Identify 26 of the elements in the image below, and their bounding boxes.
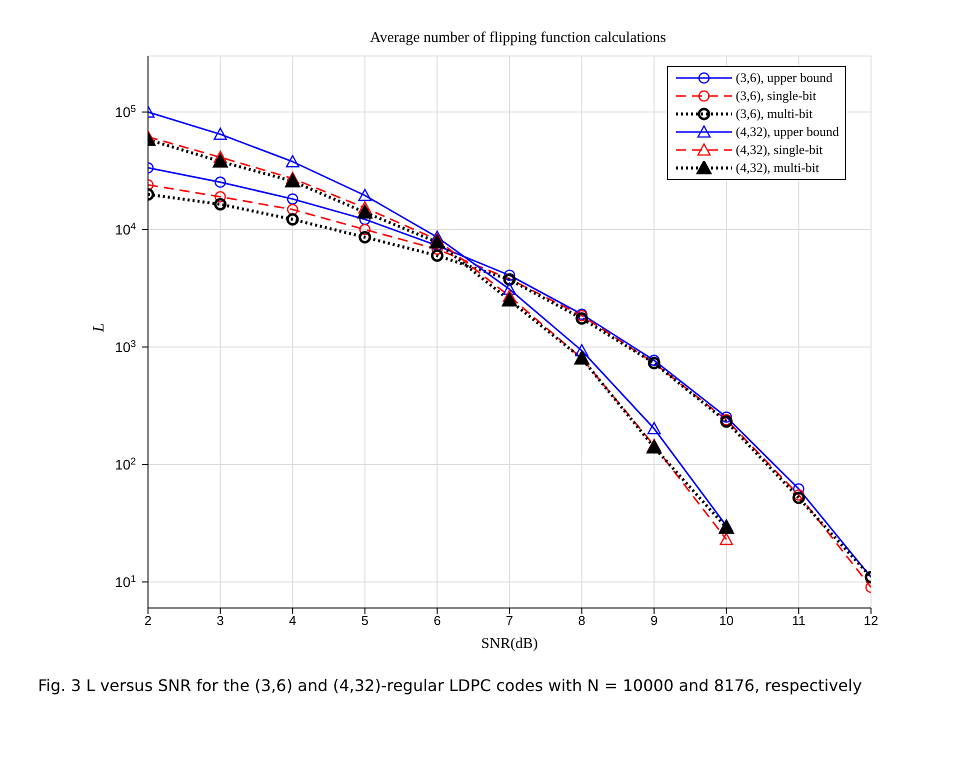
- x-tick-label: 4: [288, 613, 296, 628]
- y-tick-label: 10$^{5}$: [114, 104, 137, 120]
- y-axis-title: L: [90, 323, 108, 333]
- y-tick-label: 10$^{2}$: [114, 456, 136, 472]
- x-tick-label: 8: [578, 613, 586, 628]
- x-tick-label: 2: [144, 613, 152, 628]
- x-tick-label: 10: [719, 613, 734, 628]
- x-axis-title: SNR(dB): [481, 636, 538, 652]
- x-tick-label: 9: [650, 613, 658, 628]
- legend-label: (3,6), multi-bit: [736, 106, 813, 122]
- x-tick-label: 3: [216, 613, 224, 628]
- y-tick-label: 10$^{1}$: [114, 573, 136, 590]
- x-tick-label: 5: [361, 613, 369, 628]
- legend-label: (4,32), upper bound: [736, 124, 839, 140]
- y-tick-label: 10$^{4}$: [114, 221, 137, 238]
- legend-label: (4,32), multi-bit: [736, 160, 820, 176]
- legend-label: (3,6), upper bound: [736, 70, 832, 86]
- x-tick-label: 7: [506, 613, 514, 628]
- x-tick-label: 11: [792, 613, 806, 628]
- caption: Fig. 3 L versus SNR for the (3,6) and (4,32)-regular LDPC codes with N = 10000 and 8176, respectively: [38, 676, 862, 695]
- chart-title: Average number of flipping function calculations: [369, 30, 667, 47]
- legend-label: (4,32), single-bit: [736, 142, 823, 158]
- x-tick-label: 12: [864, 613, 878, 628]
- x-tick-label: 6: [434, 613, 441, 628]
- legend-label: (3,6), single-bit: [736, 88, 816, 104]
- y-tick-label: 10$^{3}$: [114, 338, 137, 355]
